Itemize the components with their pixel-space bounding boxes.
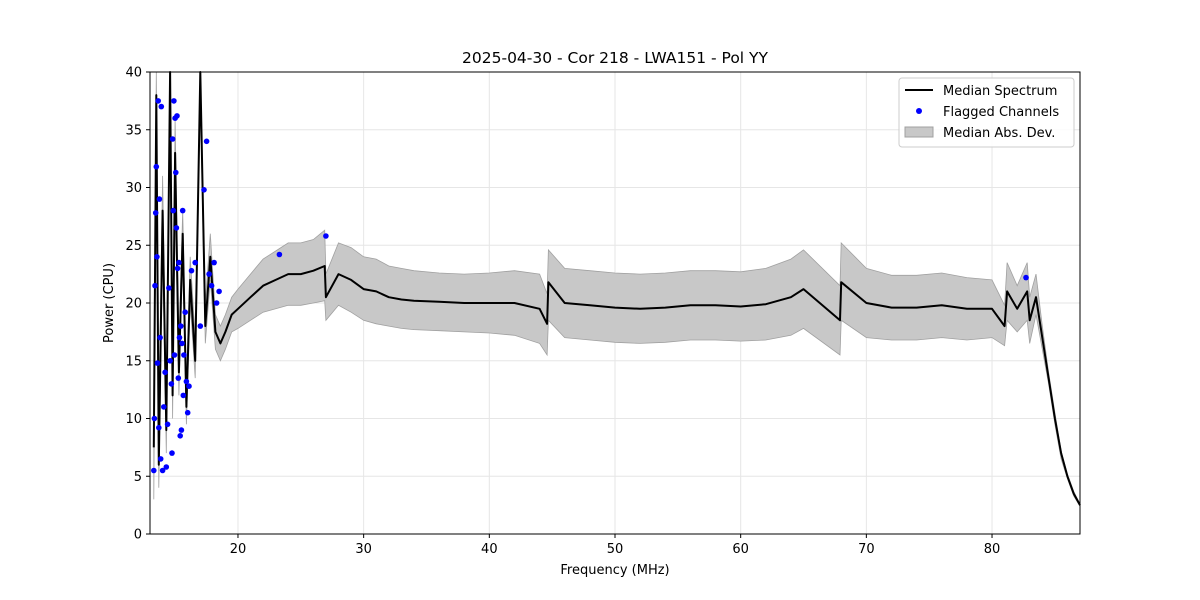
flagged-channel-point [203,138,210,145]
flagged-channel-point [206,271,212,277]
flagged-channel-point [167,358,173,364]
flagged-channel-point [323,233,329,239]
flagged-channel-point [174,265,181,272]
flagged-channel-point [211,259,217,266]
x-tick-label: 60 [732,542,749,557]
legend-box [898,77,1075,148]
flagged-channel-point [151,415,158,422]
flagged-channel-point [177,433,183,439]
flagged-channel-point [178,323,184,329]
flagged-channel-point [176,334,183,341]
legend-dot-swatch [916,108,922,114]
flagged-channel-point [157,334,163,341]
flagged-channel-point [168,381,175,387]
flagged-channel-point [157,456,164,462]
y-tick-label: 15 [125,354,142,369]
legend: Median Spectrum Flagged Channels Median … [898,77,1075,148]
flagged-channel-point [153,163,160,170]
x-axis-label: Frequency (MHz) [560,563,669,578]
flagged-channel-point [208,282,215,289]
flagged-channel-point [164,421,171,428]
flagged-channels [151,98,1029,474]
x-tick-label: 30 [355,542,372,557]
legend-label-median-abs-dev: Median Abs. Dev. [943,126,1055,141]
flagged-channel-point [152,210,159,216]
flagged-channel-point [216,288,222,295]
chart-title: 2025-04-30 - Cor 218 - LWA151 - Pol YY [462,49,768,67]
flagged-channel-point [192,259,198,266]
flagged-channel-point [156,424,162,431]
flagged-channel-point [180,392,187,399]
y-tick-label: 20 [125,297,142,312]
y-tick-label: 40 [125,66,142,81]
x-tick-label: 70 [858,542,875,557]
flagged-channel-point [201,187,207,193]
flagged-channel-point [184,409,191,416]
flagged-channel-point [154,253,160,260]
flagged-channel-point [158,103,165,110]
flagged-channel-point [213,300,220,306]
x-tick-label: 40 [481,542,498,557]
x-tick-label: 50 [607,542,624,557]
flagged-channel-point [179,340,185,347]
flagged-channel-point [174,113,180,119]
flagged-channel-point [179,207,186,214]
y-tick-label: 10 [125,412,142,427]
flagged-channel-point [183,378,190,385]
flagged-channel-point [197,323,204,329]
flagged-channel-point [276,251,283,258]
flagged-channel-point [176,259,182,266]
flagged-channel-point [163,464,170,470]
flagged-channel-point [159,467,166,474]
flagged-channel-point [152,282,158,289]
flagged-channel-point [162,369,168,376]
flagged-channel-point [175,375,182,381]
y-tick-label: 5 [134,470,142,485]
flagged-channel-point [170,207,177,214]
flagged-channel-point [173,169,179,176]
flagged-channel-point [154,360,161,366]
flagged-channel-point [178,427,185,433]
y-tick-label: 0 [134,528,142,543]
y-tick-label: 35 [125,123,142,138]
flagged-channel-point [169,136,176,142]
y-axis-label: Power (CPU) [102,263,117,343]
flagged-channel-point [169,450,175,456]
x-tick-label: 20 [230,542,247,557]
x-axis-ticks: 20 30 40 50 60 70 80 [230,534,1001,557]
flagged-channel-point [1023,274,1029,281]
y-axis-ticks: 0 5 10 15 20 25 30 35 40 [125,66,150,543]
flagged-channel-point [181,352,187,358]
flagged-channel-point [161,404,167,410]
flagged-channel-point [166,285,172,291]
flagged-channel-point [171,98,177,104]
flagged-channel-point [155,98,161,104]
flagged-channel-point [186,383,192,390]
flagged-channel-point [182,309,188,316]
legend-label-flagged-channels: Flagged Channels [943,105,1059,120]
flagged-channel-point [151,467,157,474]
legend-label-median-spectrum: Median Spectrum [943,84,1057,99]
flagged-channel-point [188,267,195,274]
y-tick-label: 30 [125,181,142,196]
flagged-channel-point [173,225,180,231]
x-tick-label: 80 [984,542,1001,557]
y-tick-label: 25 [125,239,142,254]
legend-band-swatch [904,126,934,138]
flagged-channel-point [156,196,163,202]
flagged-channel-point [171,352,178,358]
